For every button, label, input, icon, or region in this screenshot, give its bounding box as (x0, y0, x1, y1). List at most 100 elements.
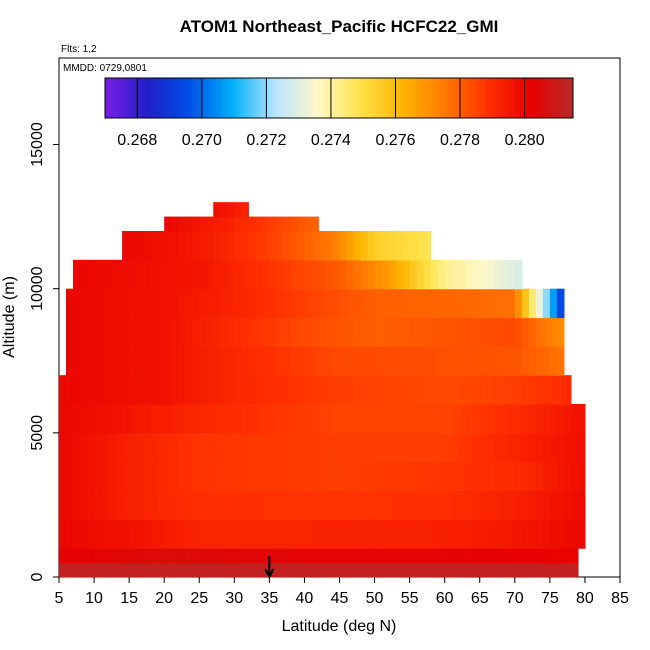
heatmap-cell (73, 490, 81, 520)
x-tick-label: 30 (225, 590, 243, 607)
heatmap-cell (472, 548, 481, 564)
heatmap-cell (500, 432, 509, 463)
heatmap-cell (549, 317, 558, 347)
heatmap-cell (115, 548, 123, 564)
heatmap-cell (80, 461, 88, 492)
heatmap-cell (290, 317, 299, 347)
heatmap-cell (164, 490, 172, 520)
heatmap-cell (101, 375, 109, 405)
heatmap-cell (213, 461, 221, 492)
heatmap-cell (360, 461, 369, 492)
heatmap-cell (108, 317, 116, 347)
heatmap-cell (59, 519, 67, 549)
heatmap-cell (395, 231, 404, 261)
heatmap-cell (304, 519, 313, 549)
heatmap-cell (248, 490, 256, 520)
heatmap-cell (122, 346, 130, 376)
colorbar-segment (201, 78, 206, 118)
heatmap-cell (136, 461, 144, 492)
heatmap-cell (108, 461, 116, 492)
heatmap-cell (563, 548, 572, 564)
heatmap-cell (206, 317, 214, 347)
heatmap-cell (570, 404, 579, 434)
colorbar-segment (335, 78, 340, 118)
heatmap-cell (325, 519, 334, 549)
heatmap-cell (199, 259, 207, 290)
heatmap-cell (402, 519, 411, 549)
heatmap-cell (339, 231, 348, 261)
heatmap-cell (353, 259, 362, 290)
heatmap-cell (535, 288, 544, 319)
latitude-arrow (264, 556, 275, 580)
heatmap-cell (451, 259, 460, 290)
heatmap-cell (437, 519, 446, 549)
heatmap-cell (115, 288, 123, 319)
heatmap-cell (276, 461, 284, 492)
heatmap-cell (157, 519, 165, 549)
heatmap-cell (395, 461, 404, 492)
heatmap-cell (94, 490, 102, 520)
heatmap-cell (143, 461, 151, 492)
colorbar-segment (489, 78, 494, 118)
heatmap-cell (262, 317, 270, 347)
heatmap-cell (374, 231, 383, 261)
heatmap-cell (122, 259, 130, 290)
colorbar-tick-label: 0.276 (375, 132, 415, 149)
heatmap-cell (528, 548, 537, 564)
colorbar-segment (145, 78, 149, 118)
heatmap-cell (535, 562, 544, 578)
heatmap-cell (423, 562, 432, 578)
heatmap-cell (444, 288, 453, 319)
colorbar-segment (125, 78, 129, 118)
heatmap-cell (234, 259, 242, 290)
colorbar-segment (118, 78, 123, 118)
heatmap-cell (423, 490, 432, 520)
heatmap-cell (283, 432, 292, 463)
heatmap-cell (332, 375, 341, 405)
heatmap-cell (339, 490, 348, 520)
heatmap-cell (311, 490, 320, 520)
heatmap-cell (346, 231, 355, 261)
heatmap-cell (122, 548, 130, 564)
heatmap-cell (360, 375, 369, 405)
heatmap-cell (143, 562, 151, 578)
heatmap-cell (157, 461, 165, 492)
colorbar-segment (439, 78, 444, 118)
heatmap-cell (563, 519, 572, 549)
heatmap-cell (129, 432, 137, 463)
heatmap-cell (220, 519, 228, 549)
heatmap-cell (402, 548, 411, 564)
heatmap-cell (374, 548, 383, 564)
colorbar-segment (456, 78, 460, 118)
heatmap-cell (444, 317, 453, 347)
heatmap-cell (206, 231, 214, 261)
colorbar (104, 77, 574, 119)
heatmap-cell (437, 346, 446, 376)
heatmap-cell (472, 317, 481, 347)
heatmap-cell (241, 231, 249, 261)
heatmap-cell (549, 288, 558, 319)
heatmap-cell (290, 346, 299, 376)
heatmap-cell (248, 375, 256, 405)
y-tick-label: 15000 (29, 122, 46, 167)
heatmap-cell (178, 432, 186, 463)
heatmap-cell (500, 288, 509, 319)
heatmap-cell (87, 461, 95, 492)
heatmap-cell (255, 317, 263, 347)
heatmap-cell (486, 432, 495, 463)
colorbar-segment (272, 78, 276, 118)
heatmap-cell (101, 562, 109, 578)
heatmap-cell (465, 375, 474, 405)
colorbar-segment (469, 78, 474, 118)
heatmap-cell (521, 404, 530, 434)
heatmap-cell (409, 461, 418, 492)
heatmap-cell (332, 562, 341, 578)
heatmap-cell (206, 432, 214, 463)
colorbar-segment (345, 78, 350, 118)
heatmap-cell (66, 461, 74, 492)
heatmap-cell (360, 562, 369, 578)
colorbar-segment (318, 78, 323, 118)
heatmap-cell (255, 346, 263, 376)
colorbar-segment (459, 78, 464, 118)
heatmap-cell (66, 490, 74, 520)
